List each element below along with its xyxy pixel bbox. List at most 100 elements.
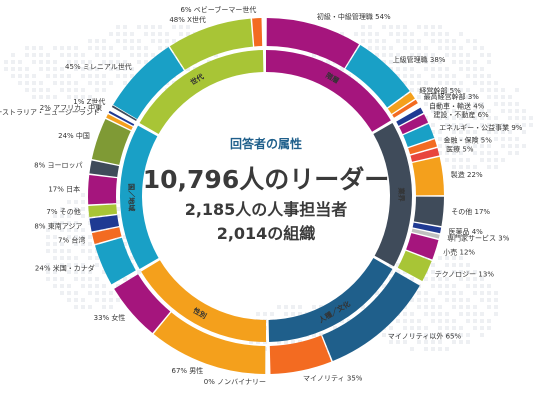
map-dot	[396, 32, 400, 36]
map-dot	[53, 95, 57, 99]
map-dot	[403, 326, 407, 330]
map-dot	[88, 81, 92, 85]
map-dot	[389, 46, 393, 50]
map-dot	[452, 165, 456, 169]
map-dot	[487, 88, 491, 92]
map-dot	[424, 53, 428, 57]
map-dot	[165, 39, 169, 43]
slice-label: 0% ノンバイナリー	[204, 378, 266, 386]
map-dot	[95, 277, 99, 281]
slice-label: 6% ベビーブーマー世代	[180, 5, 256, 14]
map-dot	[396, 39, 400, 43]
map-dot	[417, 39, 421, 43]
map-dot	[81, 74, 85, 78]
map-dot	[417, 326, 421, 330]
map-dot	[494, 130, 498, 134]
map-dot	[389, 67, 393, 71]
map-dot	[480, 53, 484, 57]
slice-value: 33%	[94, 314, 112, 322]
map-dot	[487, 326, 491, 330]
map-dot	[424, 102, 428, 106]
map-dot	[18, 67, 22, 71]
map-dot	[95, 46, 99, 50]
map-dot	[130, 46, 134, 50]
map-dot	[53, 235, 57, 239]
map-dot	[452, 263, 456, 267]
map-dot	[74, 277, 78, 281]
map-dot	[123, 46, 127, 50]
map-dot	[466, 123, 470, 127]
map-dot	[452, 256, 456, 260]
donut-slice	[392, 99, 418, 118]
map-dot	[123, 25, 127, 29]
map-dot	[18, 60, 22, 64]
map-dot	[438, 74, 442, 78]
map-dot	[291, 305, 295, 309]
map-dot	[480, 158, 484, 162]
map-dot	[396, 53, 400, 57]
map-dot	[508, 95, 512, 99]
slice-name: 日本	[66, 184, 80, 193]
map-dot	[445, 326, 449, 330]
map-dot	[445, 263, 449, 267]
map-dot	[102, 270, 106, 274]
map-dot	[445, 32, 449, 36]
map-dot	[375, 291, 379, 295]
map-dot	[480, 312, 484, 316]
map-dot	[53, 249, 57, 253]
map-dot	[102, 298, 106, 302]
map-dot	[53, 60, 57, 64]
map-dot	[445, 158, 449, 162]
map-dot	[424, 123, 428, 127]
map-dot	[410, 319, 414, 323]
donut-slice	[322, 271, 420, 362]
map-dot	[137, 270, 141, 274]
slice-name: 台湾	[71, 235, 85, 244]
map-dot	[396, 74, 400, 78]
map-dot	[438, 109, 442, 113]
map-dot	[424, 326, 428, 330]
map-dot	[410, 81, 414, 85]
map-dot	[487, 123, 491, 127]
map-dot	[74, 291, 78, 295]
donut-slice	[410, 148, 440, 162]
map-dot	[130, 53, 134, 57]
map-dot	[431, 270, 435, 274]
map-dot	[60, 46, 64, 50]
map-dot	[508, 151, 512, 155]
map-dot	[459, 263, 463, 267]
map-dot	[410, 88, 414, 92]
map-dot	[333, 326, 337, 330]
map-dot	[438, 46, 442, 50]
map-dot	[403, 39, 407, 43]
map-dot	[319, 305, 323, 309]
map-dot	[60, 291, 64, 295]
map-dot	[102, 284, 106, 288]
map-dot	[74, 235, 78, 239]
slice-name: 建設・不動産	[433, 110, 477, 119]
map-dot	[88, 291, 92, 295]
map-dot	[32, 60, 36, 64]
map-dot	[74, 200, 78, 204]
map-dot	[431, 263, 435, 267]
map-dot	[172, 39, 176, 43]
map-dot	[438, 144, 442, 148]
slice-value: 1%	[73, 98, 86, 106]
map-dot	[459, 60, 463, 64]
map-dot	[438, 32, 442, 36]
map-dot	[515, 102, 519, 106]
map-dot	[480, 151, 484, 155]
slice-value: 48%	[169, 16, 187, 24]
map-dot	[263, 340, 267, 344]
map-dot	[389, 60, 393, 64]
map-dot	[81, 277, 85, 281]
map-dot	[459, 32, 463, 36]
slice-name: アフリカ・中東	[53, 103, 102, 112]
map-dot	[473, 102, 477, 106]
map-dot	[417, 319, 421, 323]
map-dot	[480, 284, 484, 288]
map-dot	[466, 137, 470, 141]
map-dot	[466, 144, 470, 148]
slice-label: 建設・不動産 6%	[433, 110, 489, 119]
map-dot	[431, 32, 435, 36]
